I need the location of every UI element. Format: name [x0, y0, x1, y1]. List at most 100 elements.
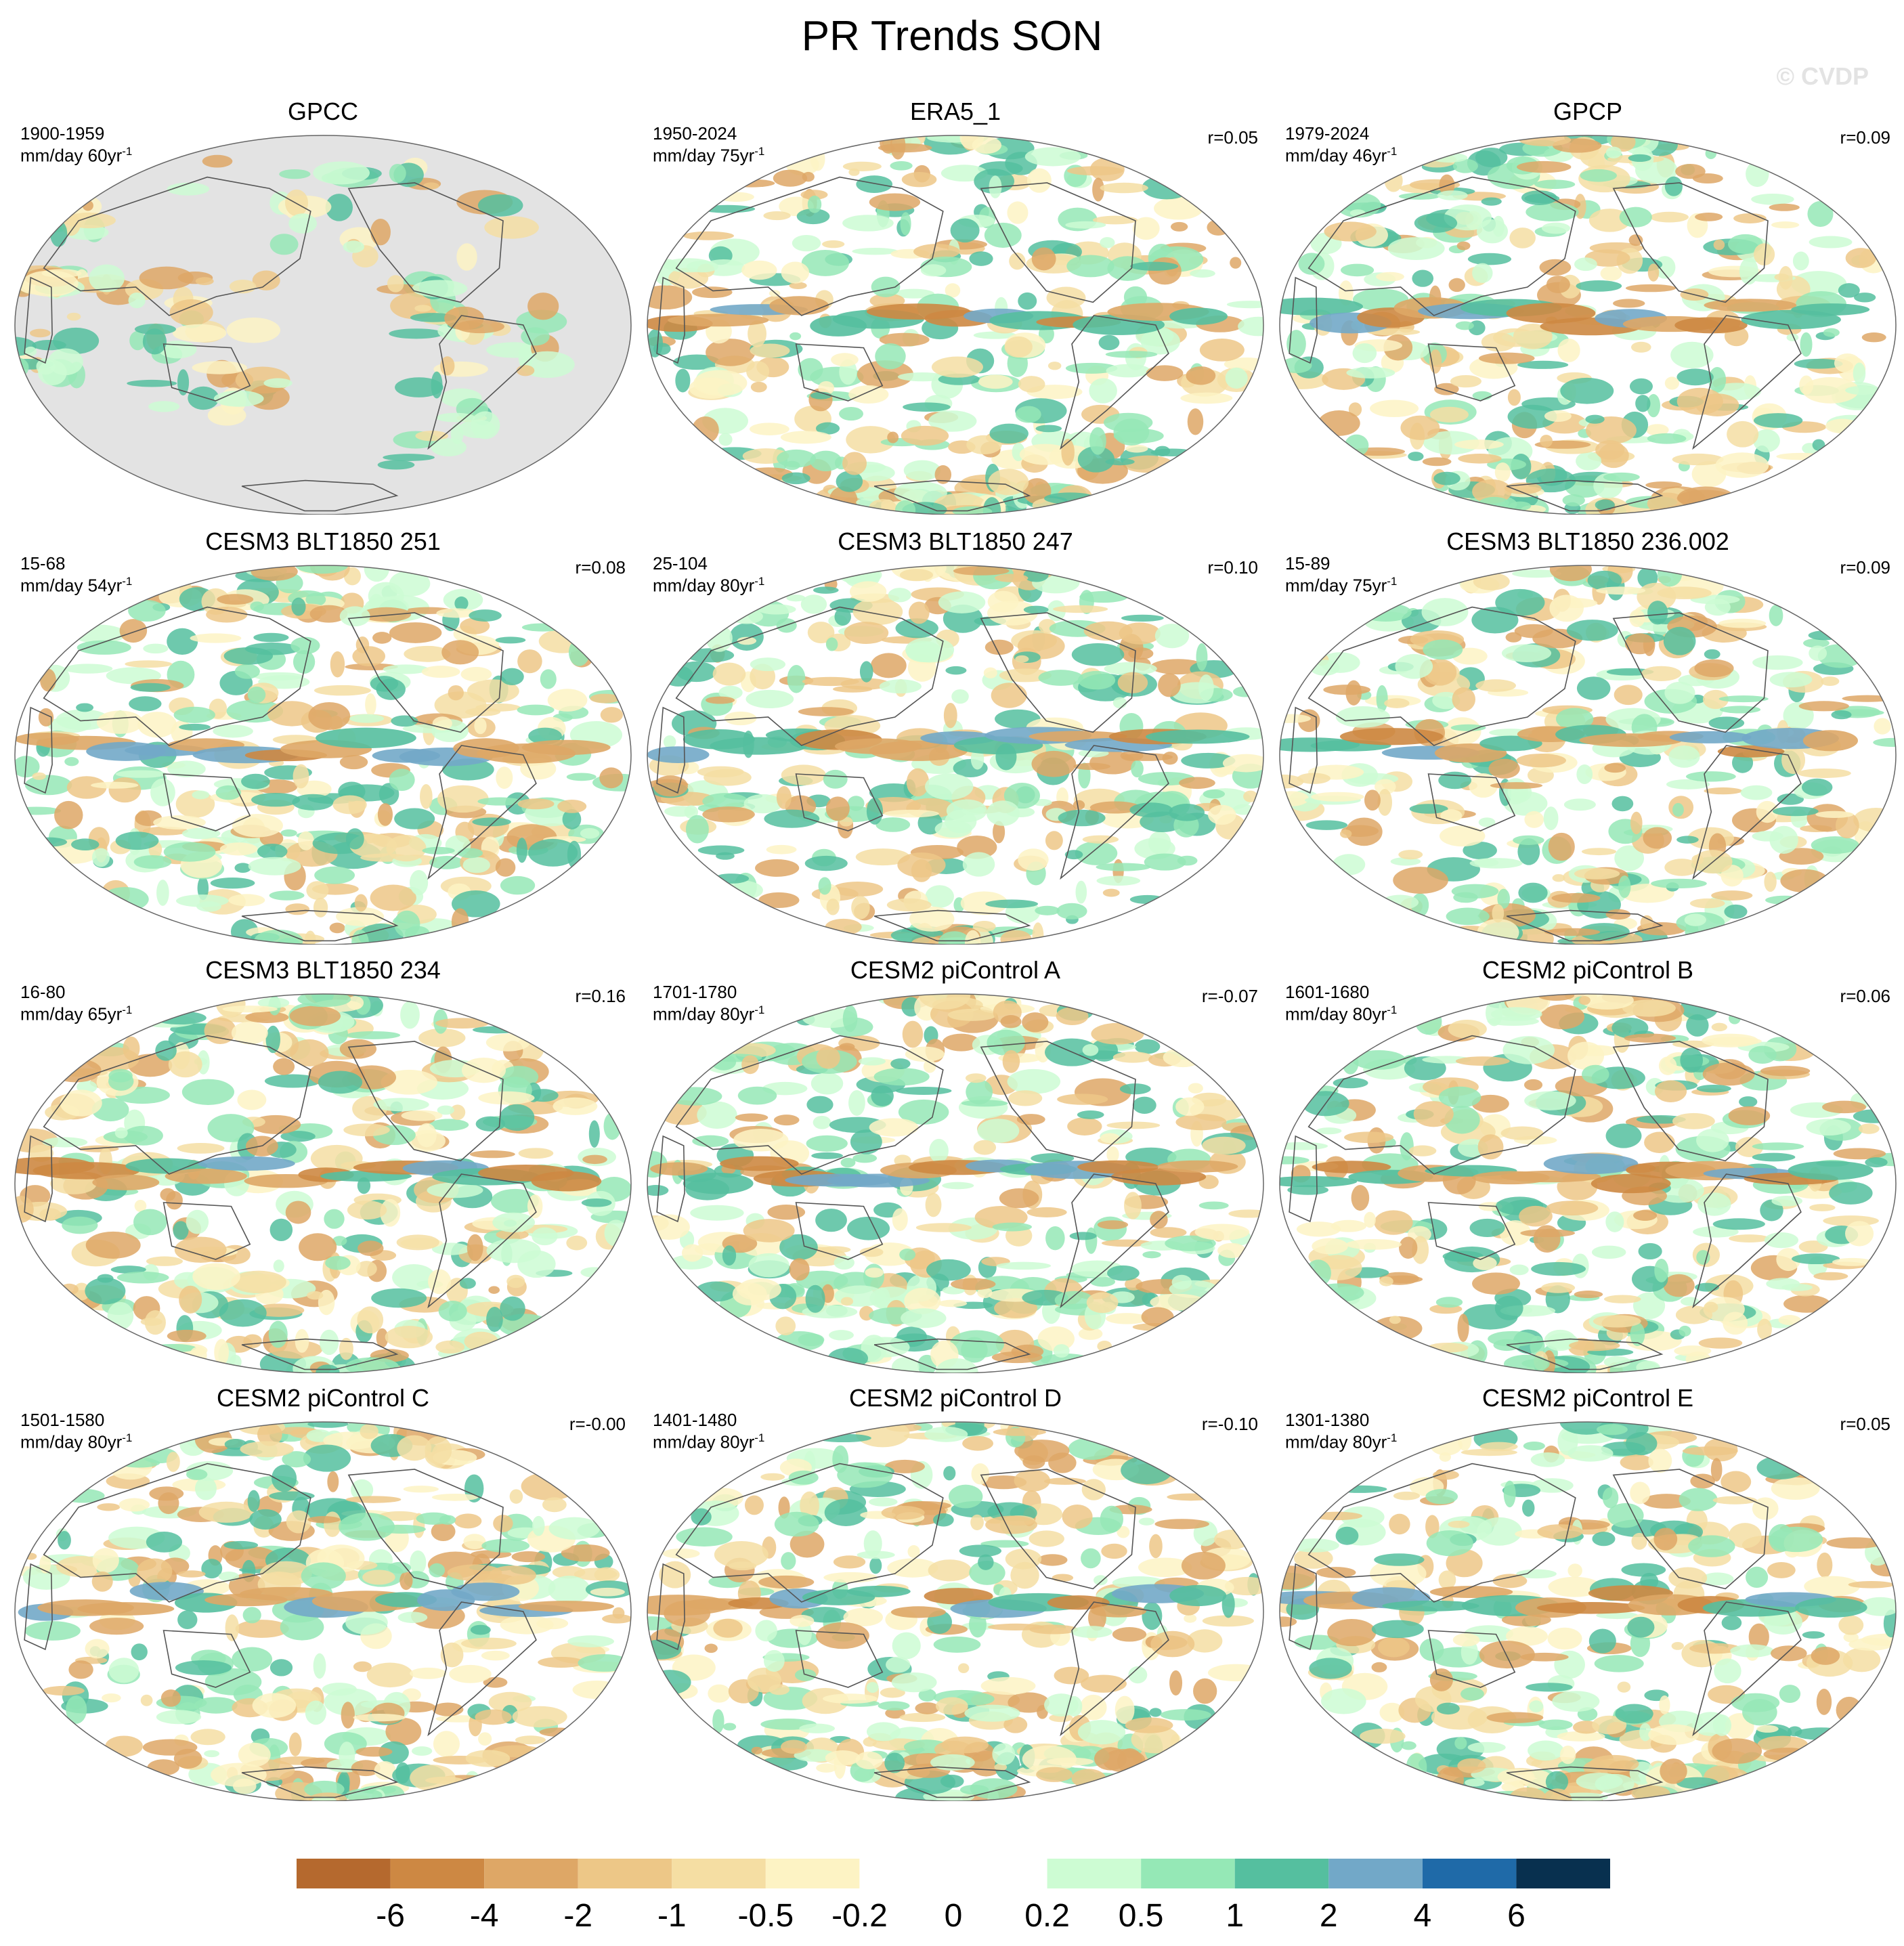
trend-blob — [1541, 222, 1571, 234]
trend-blob — [285, 1201, 311, 1224]
trend-blob — [1490, 1007, 1542, 1022]
trend-blob — [945, 666, 967, 675]
trend-blob — [1429, 406, 1469, 423]
trend-blob — [1521, 190, 1557, 205]
trend-blob — [158, 1492, 179, 1515]
trend-blob — [247, 1490, 260, 1512]
trend-blob — [167, 628, 198, 655]
trend-blob — [750, 657, 786, 672]
trend-blob — [1794, 1727, 1848, 1740]
trend-blob — [562, 809, 582, 829]
trend-blob — [253, 632, 289, 643]
trend-blob — [1481, 332, 1516, 352]
trend-blob — [213, 725, 253, 738]
trend-blob — [339, 1742, 355, 1769]
trend-blob — [373, 1098, 429, 1112]
equatorial-band — [165, 1168, 247, 1184]
trend-blob — [1534, 179, 1576, 190]
trend-blob — [1046, 286, 1086, 309]
trend-blob — [1352, 343, 1377, 364]
map-border — [1279, 565, 1897, 945]
trend-blob — [1477, 1517, 1522, 1546]
trend-blob — [647, 1184, 669, 1196]
trend-blob — [288, 213, 317, 234]
trend-blob — [521, 1472, 578, 1500]
coastline — [656, 706, 685, 794]
trend-blob — [228, 894, 265, 907]
trend-blob — [869, 193, 921, 211]
trend-blob — [1371, 1662, 1387, 1672]
trend-blob — [1617, 1681, 1631, 1693]
trend-blob — [1163, 1047, 1203, 1068]
colorbar-swatch — [1047, 1859, 1142, 1888]
trend-blob — [1031, 1153, 1075, 1164]
trend-blob — [1513, 324, 1553, 349]
trend-blob — [89, 1618, 144, 1635]
trend-blob — [879, 679, 922, 694]
trend-blob — [886, 1656, 911, 1673]
trend-blob — [1690, 1473, 1715, 1489]
trend-blob — [1146, 365, 1184, 381]
colorbar-label: -6 — [376, 1898, 405, 1933]
trend-blob — [552, 1565, 586, 1579]
trend-blob — [805, 1284, 825, 1313]
trend-blob — [566, 773, 597, 781]
equatorial-band — [847, 1585, 911, 1597]
trend-blob — [1624, 1033, 1676, 1043]
trend-blob — [1037, 1554, 1068, 1566]
trend-blob — [1704, 649, 1721, 660]
trend-blob — [603, 1112, 622, 1140]
trend-blob — [875, 817, 911, 832]
colorbar-label: 0.5 — [1119, 1898, 1164, 1933]
trend-blob — [1675, 164, 1706, 179]
trend-blob — [1556, 708, 1594, 731]
trend-blob — [1008, 1090, 1043, 1106]
trend-blob — [128, 293, 146, 309]
trend-blob — [416, 1123, 437, 1148]
trend-blob — [297, 831, 314, 850]
trend-blob — [1813, 1272, 1848, 1280]
equatorial-band — [869, 740, 968, 761]
trend-blob — [1660, 1758, 1687, 1784]
trend-blob — [1672, 1112, 1715, 1129]
trend-blob — [177, 1610, 198, 1630]
trend-blob — [273, 1058, 295, 1075]
colorbar-swatch — [953, 1859, 1047, 1888]
trend-blob — [133, 1209, 167, 1236]
trend-blob — [1379, 1276, 1393, 1286]
trend-blob — [1728, 1523, 1762, 1549]
trend-blob — [1181, 752, 1236, 769]
trend-blob — [292, 794, 334, 810]
trend-blob — [1670, 341, 1714, 369]
trend-blob — [389, 570, 431, 597]
trend-blob — [850, 1129, 882, 1154]
trend-blob — [933, 1513, 954, 1527]
trend-blob — [1530, 1452, 1565, 1467]
trend-blob — [1414, 213, 1458, 233]
trend-blob — [965, 1073, 987, 1083]
trend-blob — [339, 606, 370, 627]
trend-blob — [1688, 1535, 1735, 1557]
trend-blob — [210, 877, 255, 889]
trend-blob — [1323, 685, 1370, 695]
trend-blob — [553, 1097, 598, 1115]
trend-blob — [810, 1072, 844, 1095]
colorbar-label: -1 — [657, 1898, 687, 1933]
trend-blob — [807, 195, 822, 213]
panel-title: CESM2 piControl A — [850, 956, 1061, 984]
pattern-correlation: r=0.05 — [1840, 1414, 1890, 1434]
trend-blob — [169, 299, 213, 326]
trend-blob — [289, 1006, 341, 1026]
trend-blob — [1294, 1635, 1341, 1650]
trend-blob — [85, 1277, 126, 1305]
coastline — [675, 1463, 944, 1603]
panel-title: CESM3 BLT1850 247 — [838, 527, 1073, 555]
trend-blob — [332, 795, 367, 815]
trend-blob — [1194, 1224, 1250, 1240]
trend-blob — [213, 390, 264, 407]
trend-blob — [226, 317, 281, 343]
trend-blob — [1207, 1664, 1263, 1682]
pattern-correlation: r=-0.07 — [1201, 986, 1258, 1006]
trend-blob — [303, 1444, 351, 1472]
trend-blob — [1708, 367, 1727, 393]
